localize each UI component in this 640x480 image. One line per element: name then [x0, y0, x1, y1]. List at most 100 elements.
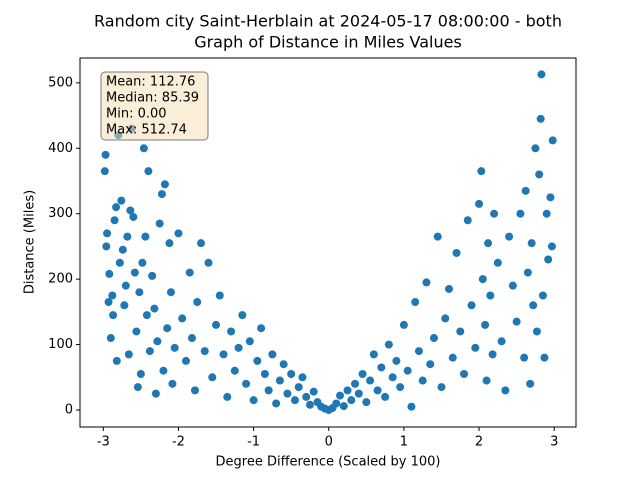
x-tick-label: 2	[475, 435, 483, 450]
y-tick-label: 100	[48, 337, 73, 352]
point	[460, 370, 469, 379]
point	[392, 356, 401, 365]
point	[245, 337, 254, 346]
point	[407, 402, 416, 411]
point	[482, 376, 491, 385]
point	[444, 284, 453, 293]
x-axis-label: Degree Difference (Scaled by 100)	[216, 455, 441, 470]
point	[242, 379, 251, 388]
point	[475, 199, 484, 208]
point	[141, 232, 150, 241]
x-tick-label: -2	[172, 435, 185, 450]
point	[219, 350, 228, 359]
point	[150, 304, 159, 313]
axes-frame	[79, 57, 577, 428]
point	[467, 301, 476, 310]
point	[260, 370, 269, 379]
point	[343, 386, 352, 395]
point	[448, 353, 457, 362]
point	[200, 347, 209, 356]
point	[112, 203, 121, 212]
point	[302, 392, 311, 401]
chart-title: Graph of Distance in Miles Values	[194, 33, 462, 52]
point	[136, 370, 145, 379]
point	[456, 327, 465, 336]
point	[108, 291, 117, 300]
point	[170, 343, 179, 352]
point	[130, 268, 139, 277]
point	[215, 291, 224, 300]
point	[132, 327, 141, 336]
point	[486, 291, 495, 300]
point	[101, 150, 110, 159]
point	[103, 229, 112, 238]
y-axis-label: Distance (Miles)	[23, 190, 38, 294]
point	[190, 386, 199, 395]
point	[505, 232, 514, 241]
point	[112, 356, 121, 365]
point	[544, 255, 553, 264]
point	[373, 386, 382, 395]
point	[138, 258, 147, 267]
x-tick-label: 1	[400, 435, 408, 450]
point	[257, 324, 266, 333]
point	[526, 379, 535, 388]
stats-text: Median: 85.39	[106, 91, 199, 106]
point	[366, 376, 375, 385]
point	[166, 288, 175, 297]
point	[396, 383, 405, 392]
point	[185, 268, 194, 277]
point	[546, 193, 555, 202]
point	[110, 216, 119, 225]
point	[422, 278, 431, 287]
point	[540, 353, 549, 362]
point	[272, 399, 281, 408]
x-tick-label: 3	[550, 435, 558, 450]
point	[249, 396, 258, 405]
point	[490, 209, 499, 218]
point	[238, 311, 247, 320]
point	[529, 301, 538, 310]
point	[178, 314, 187, 323]
point	[126, 206, 135, 215]
point	[153, 337, 162, 346]
y-tick-label: 400	[48, 141, 73, 156]
point	[157, 190, 166, 199]
point	[102, 242, 111, 251]
point	[481, 320, 490, 329]
point	[471, 343, 480, 352]
point	[339, 402, 348, 411]
stats-text: Mean: 112.76	[106, 75, 195, 90]
y-tick-label: 300	[48, 206, 73, 221]
point	[362, 398, 371, 407]
point	[516, 209, 525, 218]
point	[121, 281, 130, 290]
point	[234, 343, 243, 352]
point	[309, 387, 318, 396]
point	[294, 383, 303, 392]
point	[429, 334, 438, 343]
stats-box	[100, 71, 209, 141]
point	[227, 327, 236, 336]
point	[403, 366, 412, 375]
stats-text: Max: 512.74	[106, 123, 187, 138]
point	[106, 334, 115, 343]
point	[187, 334, 196, 343]
point	[347, 396, 356, 405]
point	[501, 386, 510, 395]
point	[384, 340, 393, 349]
point	[165, 239, 174, 248]
point	[336, 391, 345, 400]
point	[493, 258, 502, 267]
point	[548, 136, 557, 145]
point	[354, 389, 363, 398]
point	[139, 144, 148, 153]
point	[208, 373, 217, 382]
point	[536, 114, 545, 123]
point	[135, 288, 144, 297]
point	[521, 186, 530, 195]
point	[181, 356, 190, 365]
point	[230, 366, 239, 375]
point	[411, 298, 420, 307]
point	[531, 144, 540, 153]
